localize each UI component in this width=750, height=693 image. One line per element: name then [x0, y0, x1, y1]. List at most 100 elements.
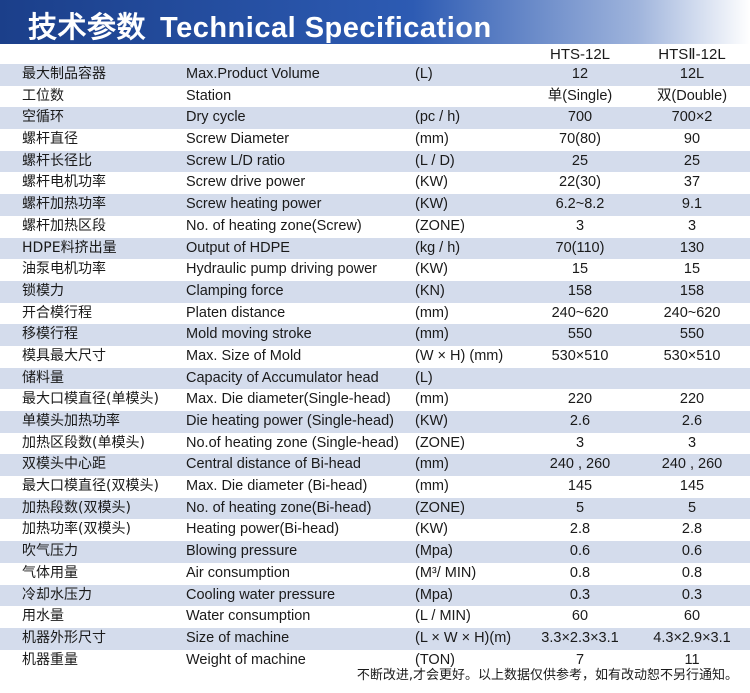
table-row: 模具最大尺寸 Max. Size of Mold (W × H) (mm) 530×5…: [0, 346, 750, 368]
row-value-model-b: 0.6: [681, 543, 703, 560]
table-row: 锁模力 Clamping force (KN) 158 158: [0, 280, 750, 303]
row-label-en: Mold moving stroke: [186, 326, 312, 343]
table-row: 机器外形尺寸 Size of machine (L × W × H)(m) 3.3×2…: [0, 627, 750, 650]
row-value-model-a: 12: [571, 66, 589, 82]
row-unit: (L): [415, 369, 433, 386]
table-row: 气体用量 Air consumption (M³/ MIN) 0.8 0.8: [0, 563, 750, 585]
row-value-model-b: 3: [687, 434, 697, 451]
row-unit: (M³/ MIN): [415, 564, 477, 581]
row-label-zh: 双模头中心距: [22, 456, 106, 473]
row-label-en: Screw heating power: [186, 196, 322, 213]
table-row: 最大口模直径(单模头) Max. Die diameter(Single-head…: [0, 389, 750, 411]
column-header-model-a: HTS-12L: [549, 46, 611, 63]
header-banner: 技术参数 Technical Specification: [0, 0, 750, 44]
row-unit: (W × H) (mm): [415, 347, 504, 364]
row-unit: (pc / h): [415, 109, 461, 126]
table-row: 加热区段数(单模头) No.of heating zone (Single-hea…: [0, 433, 750, 455]
table-row: HDPE料挤出量 Output of HDPE (kg / h) 70(110) 130: [0, 237, 750, 260]
table-row: 加热功率(双模头) Heating power(Bi-head) (KW) 2.8 2.…: [0, 519, 750, 541]
table-row: 开合模行程 Platen distance (mm) 240~620 240~620: [0, 303, 750, 325]
row-label-en: Station: [186, 87, 232, 104]
row-label-zh: 螺杆长径比: [22, 152, 92, 169]
row-label-zh: 气体用量: [22, 564, 78, 581]
row-label-zh: HDPE料挤出量: [22, 239, 117, 256]
row-label-en: Weight of machine: [186, 651, 306, 668]
row-label-en: Clamping force: [186, 282, 284, 299]
row-value-model-b: 130: [679, 239, 705, 256]
row-value-model-b: 5: [687, 499, 697, 516]
row-value-model-b: 9.1: [681, 196, 703, 213]
row-label-en: Screw L/D ratio: [186, 152, 286, 169]
row-label-en: Max. Die diameter(Single-head): [186, 391, 391, 408]
row-value-model-a: 240~620: [551, 304, 609, 321]
row-value-model-b: 2.8: [681, 521, 703, 538]
table-row: 螺杆直径 Screw Diameter (mm) 70(80) 90: [0, 129, 750, 151]
row-label-zh: 移模行程: [22, 326, 78, 343]
row-value-model-a: 60: [571, 608, 589, 625]
table-row: 机器重量 Weight of machine (TON) 7 11: [0, 650, 750, 672]
row-value-model-a: 0.3: [569, 586, 591, 603]
row-unit: (KW): [415, 521, 449, 538]
row-unit: (L / D): [415, 152, 455, 169]
row-label-zh: 单模头加热功率: [22, 413, 120, 429]
row-unit: (mm): [415, 391, 449, 408]
page-title-zh: 技术参数: [28, 10, 147, 44]
row-label-zh: 机器重量: [22, 651, 78, 668]
footnote: 不断改进,才会更好。以上数据仅供参考，如有改动恕不另行通知。: [356, 668, 738, 683]
table-row: 单模头加热功率 Die heating power (Single-head) (K…: [0, 411, 750, 433]
row-value-model-a: 6.2~8.2: [555, 196, 605, 213]
row-value-model-b: 37: [683, 174, 701, 191]
row-label-en: Air consumption: [186, 564, 290, 581]
row-value-model-b: 3: [687, 217, 697, 234]
table-row: 螺杆电机功率 Screw drive power (KW) 22(30) 37: [0, 172, 750, 194]
row-value-model-a: 22(30): [559, 174, 601, 191]
row-label-en: Max. Size of Mold: [186, 347, 302, 364]
table-row: 工位数 Station 单(Single) 双(Double): [0, 86, 750, 108]
row-unit: (Mpa): [415, 586, 453, 603]
table-row: 最大制品容器 Max.Product Volume (L) 12 12L: [0, 64, 750, 86]
row-value-model-b: 15: [683, 261, 701, 278]
row-value-model-b: 2.6: [681, 413, 703, 429]
row-value-model-a: 3: [575, 434, 585, 451]
row-value-model-a: 70(110): [555, 239, 605, 256]
row-unit: (kg / h): [415, 239, 461, 256]
table-row: 用水量 Water consumption (L / MIN) 60 60: [0, 606, 750, 628]
row-label-zh: 储料量: [22, 369, 64, 386]
row-value-model-b: 0.3: [681, 586, 703, 603]
row-unit: (mm): [415, 304, 449, 321]
row-unit: (KW): [415, 261, 449, 278]
row-label-en: No. of heating zone(Bi-head): [186, 499, 372, 516]
row-unit: (KN): [415, 282, 445, 299]
row-value-model-a: 158: [567, 282, 593, 299]
row-label-zh: 开合模行程: [22, 304, 92, 321]
row-label-en: Screw Diameter: [186, 131, 290, 148]
row-label-zh: 螺杆直径: [22, 131, 78, 148]
row-value-model-b: 60: [683, 608, 701, 625]
row-label-zh: 加热功率(双模头): [22, 521, 131, 538]
row-label-zh: 空循环: [22, 109, 64, 126]
row-value-model-b: 240~620: [663, 304, 721, 321]
row-value-model-b: 530×510: [663, 347, 721, 364]
row-value-model-a: 2.6: [569, 413, 591, 429]
row-value-model-b: 11: [684, 651, 700, 668]
row-label-zh: 机器外形尺寸: [22, 629, 106, 646]
row-label-zh: 加热段数(双模头): [22, 499, 131, 516]
spec-table: 最大制品容器 Max.Product Volume (L) 12 12L 工位数 Stati…: [0, 64, 750, 671]
row-label-zh: 锁模力: [22, 282, 64, 299]
row-value-model-a: 5: [575, 499, 585, 516]
row-value-model-b: 0.8: [681, 564, 703, 581]
row-value-model-a: 15: [571, 261, 589, 278]
row-label-zh: 冷却水压力: [22, 586, 92, 603]
row-value-model-a: 550: [567, 326, 593, 343]
row-unit: (TON): [415, 651, 456, 668]
row-label-zh: 加热区段数(单模头): [22, 434, 145, 451]
row-label-en: Capacity of Accumulator head: [186, 369, 379, 386]
row-value-model-b: 4.3×2.9×3.1: [653, 629, 731, 646]
row-value-model-b: 90: [683, 131, 701, 148]
row-label-en: Max.Product Volume: [186, 66, 320, 82]
table-row: 加热段数(双模头) No. of heating zone(Bi-head) (ZO…: [0, 497, 750, 520]
row-value-model-b: 220: [679, 391, 705, 408]
row-unit: (mm): [415, 131, 449, 148]
row-value-model-a: 220: [567, 391, 593, 408]
row-unit: (mm): [415, 456, 449, 473]
